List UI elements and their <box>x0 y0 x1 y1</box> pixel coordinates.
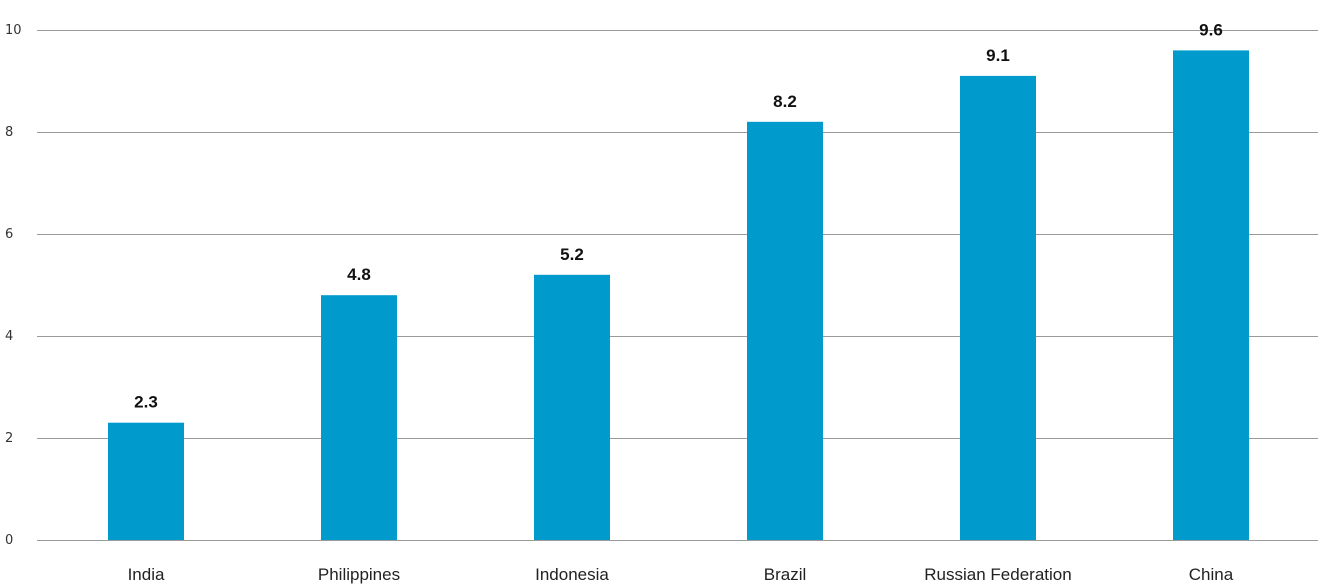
x-axis-ticks: India Philippines Indonesia Brazil Russian F… <box>128 565 1234 584</box>
x-tick-label: Brazil <box>764 565 807 584</box>
x-tick-label: Indonesia <box>535 565 609 584</box>
data-label: 9.6 <box>1199 20 1223 39</box>
y-tick-label: 6 <box>5 227 13 242</box>
x-tick-label: China <box>1189 565 1234 584</box>
bar-india <box>108 422 184 540</box>
x-tick-label: Philippines <box>318 565 400 584</box>
bar-philippines <box>321 295 397 540</box>
data-label: 4.8 <box>347 265 371 284</box>
bars <box>108 50 1249 541</box>
x-tick-label: India <box>128 565 165 584</box>
x-tick-label: Russian Federation <box>924 565 1071 584</box>
y-tick-label: 10 <box>5 23 22 38</box>
bar-brazil <box>747 121 823 541</box>
y-tick-label: 8 <box>5 125 13 140</box>
data-labels: 2.3 4.8 5.2 8.2 9.1 9.6 <box>134 20 1223 411</box>
data-label: 5.2 <box>560 245 584 264</box>
y-tick-label: 0 <box>5 533 13 548</box>
data-label: 9.1 <box>986 46 1010 65</box>
bar-indonesia <box>534 274 610 540</box>
bar-china <box>1173 50 1249 541</box>
y-tick-label: 4 <box>5 329 13 344</box>
gridlines <box>37 30 1318 541</box>
data-label: 8.2 <box>773 92 797 111</box>
bar-russian-federation <box>960 75 1036 541</box>
y-axis-ticks: 0 2 4 6 8 10 <box>5 23 22 548</box>
y-tick-label: 2 <box>5 431 13 446</box>
data-label: 2.3 <box>134 393 158 412</box>
